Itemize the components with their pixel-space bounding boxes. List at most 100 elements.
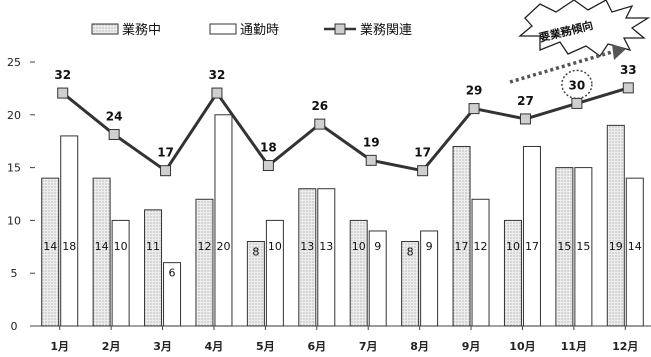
line-data-label: 29 [466,84,483,98]
bar-series-2 [163,262,182,327]
bar-label-series-2: 13 [319,240,333,253]
series-line [61,86,629,173]
trend-arrow [509,44,626,84]
stamp: 要業務傾向 [518,0,651,57]
x-tick-label: 8月 [410,340,429,353]
legend-marker-series-3 [334,23,346,35]
y-tick-label: 0 [11,320,18,333]
bar-series-2 [60,135,79,327]
bar-label-series-1: 8 [252,246,259,259]
bar-series-1 [401,241,420,327]
line-data-label: 32 [54,68,71,82]
y-tick-label: 20 [7,109,21,122]
line-marker [314,118,326,130]
bar-label-series-1: 12 [197,240,211,253]
line-marker [57,87,69,99]
line-data-label: 17 [157,146,174,160]
line-marker [571,97,583,109]
x-tick-label: 2月 [102,340,121,353]
line-data-label: 26 [311,99,328,113]
line-marker [108,128,120,140]
legend-label-series-3: 業務関連 [360,22,412,38]
line-data-label: 18 [260,141,277,155]
line-marker [417,165,429,177]
bar-series-2 [214,114,233,327]
bar-series-1 [41,177,60,327]
bar-label-series-1: 10 [506,240,520,253]
bar-series-1 [92,177,111,327]
line-marker [365,154,377,166]
line-marker [262,160,274,172]
trend-arrow-line [509,50,613,84]
legend-label-series-2: 通勤時 [240,23,279,38]
bar-label-series-2: 18 [62,240,76,253]
stamp-starburst [518,0,651,57]
bar-series-2 [317,188,336,327]
x-tick-label: 10月 [509,340,535,353]
bar-label-series-1: 8 [407,246,414,259]
bar-series-2 [368,230,387,327]
x-tick-label: 11月 [561,340,587,353]
bar-series-1 [503,219,522,327]
line-marker [622,82,634,94]
line-data-label: 33 [620,63,637,77]
x-tick-label: 3月 [153,340,172,353]
x-tick-label: 6月 [307,340,326,353]
line-marker [468,103,480,115]
legend-label-series-1: 業務中 [122,22,161,38]
y-tick-label: 15 [7,162,21,175]
bar-series-2 [471,198,490,327]
bar-series-2 [522,145,541,327]
line-marker [519,113,531,125]
x-tick-label: 7月 [359,340,378,353]
bar-series-2 [265,219,284,327]
highlight [561,69,593,100]
line-data-label: 27 [517,94,534,108]
line-data-label: 30 [569,78,586,92]
x-tick-label: 5月 [256,340,275,353]
bar-series-1 [246,241,265,327]
bar-label-series-2: 14 [628,240,642,253]
y-axis: 0 5 10 15 20 25 [7,56,35,333]
bar-series-2 [111,219,130,327]
x-tick-label: 9月 [462,340,481,353]
bar-label-series-1: 13 [300,240,314,253]
bar-label-series-1: 11 [146,240,160,253]
legend: 業務中 通勤時 業務関連 [91,22,412,38]
bar-label-series-2: 10 [268,240,282,253]
line-marker [211,87,223,99]
line-data-label: 32 [209,68,226,82]
bar-label-series-2: 12 [474,240,488,253]
bar-series-1 [452,145,471,327]
line-data-label: 17 [414,146,431,160]
bar-label-series-1: 19 [609,240,623,253]
y-tick-label: 5 [11,267,18,280]
bar-series-2 [574,167,593,327]
line-marker [160,165,172,177]
bar-series-2 [420,230,439,327]
x-tick-label: 12月 [612,340,638,353]
legend-swatch-series-2 [209,23,237,35]
x-tick-label: 1月 [50,340,69,353]
y-tick-label: 25 [7,56,21,69]
x-tick-label: 4月 [205,340,224,353]
bar-label-series-2: 15 [576,240,590,253]
line-data-label: 19 [363,135,380,149]
bar-label-series-2: 20 [216,240,230,253]
bar-series-1 [144,209,163,327]
bar-series-2 [625,177,644,327]
bar-label-series-2: 6 [169,267,176,280]
bar-label-series-1: 14 [43,240,57,253]
legend-swatch-series-1 [91,23,119,35]
bar-label-series-2: 17 [525,240,539,253]
bar-series-1 [606,124,625,327]
highlight-circle [561,69,593,100]
bar-label-series-1: 10 [352,240,366,253]
bar-series-1 [298,188,317,327]
line-series: 32 24 17 32 18 26 19 17 29 27 30 33 [54,63,637,177]
y-tick-label: 10 [7,214,21,227]
bar-label-series-1: 17 [455,240,469,253]
bar-label-series-1: 15 [557,240,571,253]
